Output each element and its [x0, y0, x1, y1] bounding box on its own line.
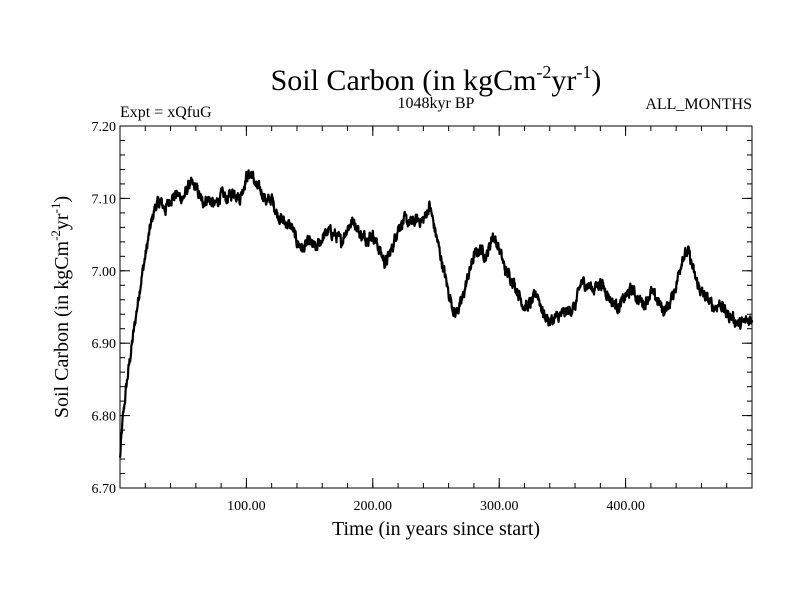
y-tick-label: 6.70 — [92, 482, 117, 497]
y-tick-label: 6.80 — [92, 410, 117, 425]
y-tick-label: 6.90 — [92, 337, 117, 352]
plot-frame — [119, 125, 753, 489]
x-tick-label: 200.00 — [354, 499, 393, 514]
months-label: ALL_MONTHS — [645, 96, 752, 113]
x-tick-label: 400.00 — [606, 499, 645, 514]
y-tick-label: 7.20 — [92, 120, 117, 135]
y-tick-label: 7.10 — [92, 192, 117, 207]
experiment-label: Expt = xQfuG — [120, 104, 212, 121]
x-tick-label: 100.00 — [227, 499, 266, 514]
soil-carbon-series-line — [118, 169, 754, 458]
y-axis-label: Soil Carbon (in kgCm-2yr-1) — [48, 196, 73, 418]
x-tick-labels: 100.00 200.00 300.00 400.00 — [227, 499, 645, 514]
chart-title: Soil Carbon (in kgCm-2yr-1) — [271, 62, 602, 97]
x-tick-label: 300.00 — [480, 499, 519, 514]
y-tick-labels: 6.70 6.80 6.90 7.00 7.10 7.20 — [92, 120, 117, 497]
x-axis-label: Time (in years since start) — [332, 518, 540, 540]
time-period-label: 1048kyr BP — [398, 95, 475, 112]
y-tick-label: 7.00 — [92, 265, 117, 280]
axis-ticks — [120, 125, 752, 489]
